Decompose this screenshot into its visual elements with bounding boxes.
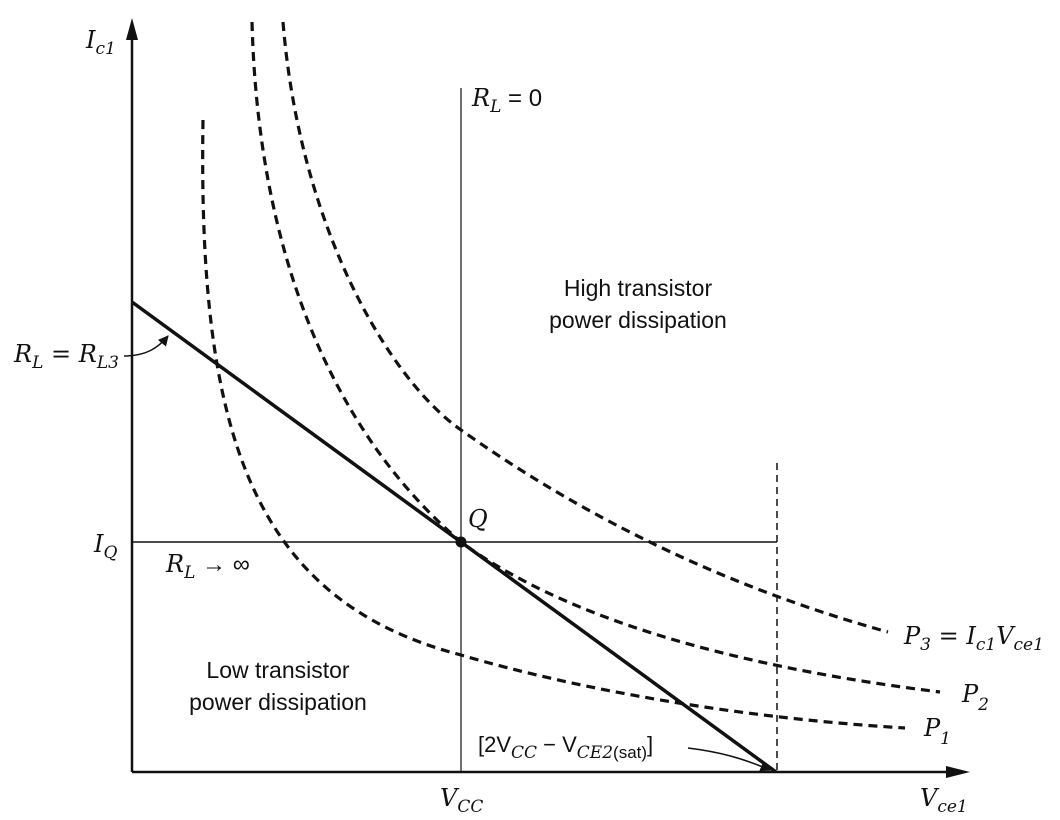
p3-label: P3 = Ic1Vce1 [903, 622, 1044, 655]
q-label: Q [468, 505, 488, 533]
p1-label: P1 [923, 714, 951, 749]
y-axis-label: Ic1 [85, 26, 116, 59]
high-dissipation-line1: High transistor [564, 275, 713, 301]
x-axis-label: Vce1 [920, 784, 968, 817]
p2-label: P2 [961, 680, 989, 715]
rl3-label: RL = RL3 [13, 340, 119, 373]
vmax-label: [2VCC − VCE2(sat)] [478, 732, 653, 763]
low-dissipation-line1: Low transistor [206, 657, 350, 683]
vmax-pointer-arrow [687, 747, 771, 772]
rl-infinity-label: RL → ∞ [165, 550, 250, 583]
x-tick-vcc: VCC [440, 784, 483, 817]
x-axis-arrow [946, 766, 970, 778]
rl-zero-label: RL = 0 [471, 84, 542, 117]
high-dissipation-line2: power dissipation [549, 307, 727, 333]
q-point [455, 536, 467, 548]
rl3-pointer-arrow [123, 335, 169, 357]
p2-curve [250, 21, 941, 694]
y-tick-iq: IQ [93, 530, 117, 563]
p1-curve [201, 119, 906, 730]
p3-curve [281, 21, 889, 634]
axes [126, 18, 970, 778]
y-axis-arrow [126, 18, 138, 40]
load-line-rl3 [130, 300, 778, 774]
low-dissipation-line2: power dissipation [189, 689, 367, 715]
